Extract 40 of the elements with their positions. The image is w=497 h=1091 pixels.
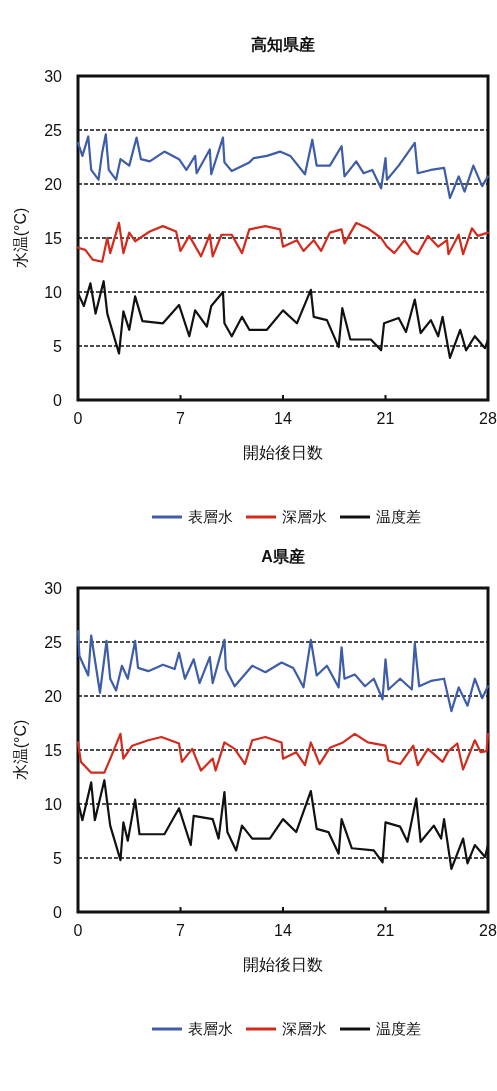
y-tick-label: 20	[44, 176, 63, 193]
legend-label: 表層水	[188, 508, 233, 525]
x-tick-label: 28	[479, 410, 497, 427]
line-series	[76, 630, 490, 713]
x-tick-label: 14	[274, 922, 292, 939]
y-tick-label: 25	[44, 122, 63, 139]
x-tick-label: 14	[274, 410, 292, 427]
x-axis-title: 開始後日数	[243, 444, 323, 461]
y-tick-label: 15	[44, 230, 63, 247]
y-tick-label: 5	[53, 850, 63, 867]
x-tick-label: 7	[176, 922, 186, 939]
chart-title: 高知県産	[251, 35, 315, 53]
legend-label: 温度差	[376, 1020, 421, 1037]
legend-label: 深層水	[282, 1020, 327, 1037]
y-tick-label: 25	[44, 634, 63, 651]
y-tick-label: 10	[44, 796, 63, 813]
legend-label: 表層水	[188, 1020, 233, 1037]
x-tick-label: 28	[479, 922, 497, 939]
legend-label: 深層水	[282, 508, 327, 525]
y-tick-label: 15	[44, 742, 63, 759]
x-tick-label: 21	[376, 410, 395, 427]
line-series	[76, 133, 490, 200]
y-axis-title: 水温(°C)	[12, 719, 29, 781]
chart-title: A県産	[261, 547, 305, 565]
y-tick-label: 5	[53, 338, 63, 355]
x-axis-title: 開始後日数	[243, 956, 323, 973]
legend-label: 温度差	[376, 508, 421, 525]
x-tick-label: 0	[73, 922, 83, 939]
y-tick-label: 30	[44, 580, 63, 597]
line-series	[76, 732, 490, 774]
y-tick-label: 30	[44, 68, 63, 85]
y-tick-label: 0	[53, 392, 63, 409]
x-tick-label: 0	[73, 410, 83, 427]
x-tick-label: 7	[176, 410, 186, 427]
x-tick-label: 21	[376, 922, 395, 939]
line-series	[76, 221, 490, 263]
y-tick-label: 10	[44, 284, 63, 301]
y-tick-label: 0	[53, 904, 63, 921]
y-tick-label: 20	[44, 688, 63, 705]
y-axis-title: 水温(°C)	[12, 207, 29, 269]
